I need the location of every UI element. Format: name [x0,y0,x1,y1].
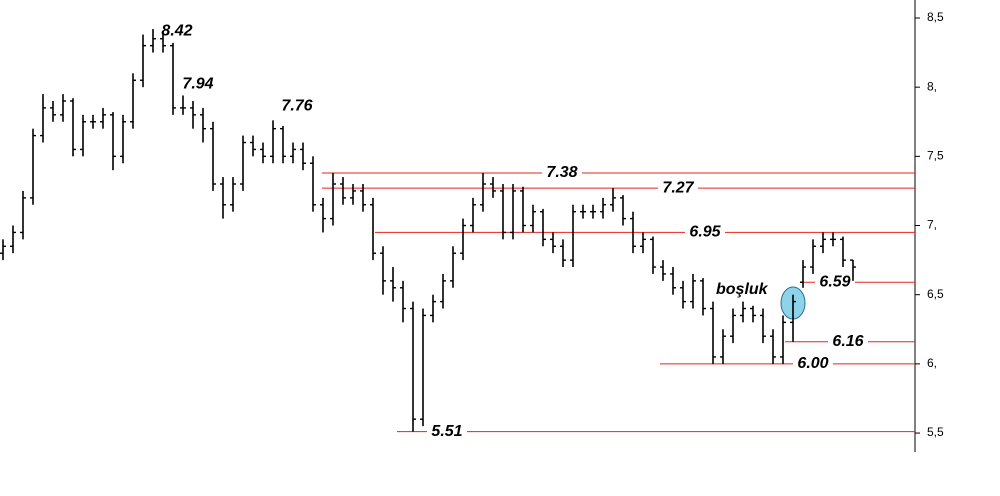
y-tick-label: 6, [927,356,937,370]
level-label-bg [658,179,698,198]
level-label-bg [685,223,725,242]
y-tick-label: 8, [927,79,937,93]
level-label-bg [815,273,855,292]
level-label: 7.38 [546,164,577,181]
y-tick-label: 5,5 [927,425,944,439]
level-label-bg [542,163,582,182]
y-tick-label: 6,5 [927,287,944,301]
level-label-bg [793,354,833,373]
level-label: 6.95 [689,224,721,241]
level-label: 6.59 [819,273,850,290]
level-label: 7.27 [662,179,694,196]
level-label-bg [427,422,467,441]
peak-label: 8.42 [161,22,192,39]
peak-label: 7.76 [281,98,312,115]
peak-label: 7.94 [182,76,213,93]
y-tick-label: 7,5 [927,149,944,163]
level-label: 6.16 [832,333,863,350]
level-label: 6.00 [797,355,828,372]
y-tick-label: 7, [927,218,937,232]
level-label: 5.51 [431,423,462,440]
level-label-bg [828,332,868,351]
y-tick-label: 8,5 [927,10,944,24]
gap-label: boşluk [716,281,769,298]
